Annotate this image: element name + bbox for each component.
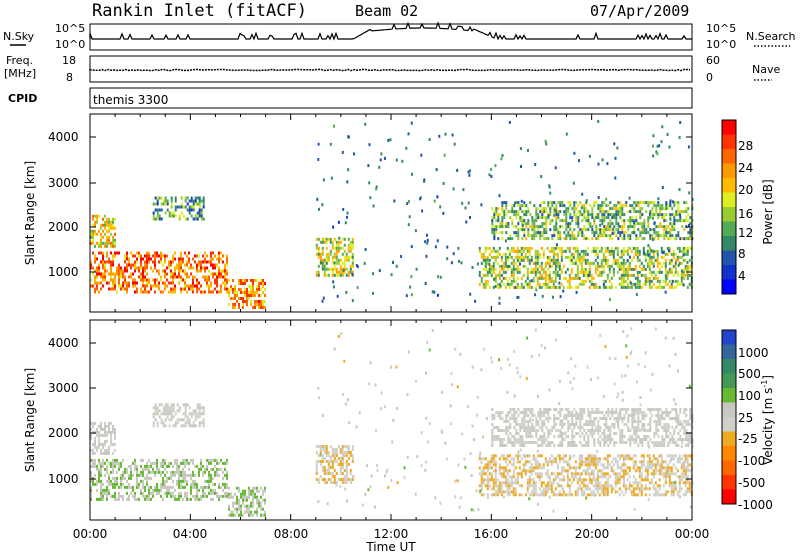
freq-tick-low: 8 xyxy=(66,71,73,84)
power-cbar-title: Power [dB] xyxy=(761,179,775,244)
nave-tick-low: 0 xyxy=(706,71,713,84)
power-cbar-4: 4 xyxy=(738,269,746,283)
power-cbar-28: 28 xyxy=(738,139,753,153)
power-cbar-12: 12 xyxy=(738,226,753,240)
vel-cbar-m100: -100 xyxy=(738,454,765,468)
vel-cbar-1000: 1000 xyxy=(738,346,769,360)
xtick-0400: 04:00 xyxy=(173,527,208,541)
xtick-1200: 12:00 xyxy=(374,527,409,541)
velocity-panel: Slant Range [km] 4000 3000 2000 1000 xyxy=(23,319,694,521)
vel-cbar-m500: -500 xyxy=(738,476,765,490)
vel-ytick-1000: 1000 xyxy=(48,472,79,486)
power-cbar-16: 16 xyxy=(738,207,753,221)
power-ytick-4000: 4000 xyxy=(48,130,79,144)
velocity-colorbar: 1000 500 100 25 -25 -100 -500 -1000 Velo… xyxy=(721,329,775,512)
xtick-0000: 00:00 xyxy=(73,527,108,541)
noise-tick-high-left: 10^5 xyxy=(55,22,85,35)
freq-label-line1: Freq. xyxy=(6,54,33,67)
power-scatter xyxy=(90,119,694,309)
power-cbar-20: 20 xyxy=(738,183,753,197)
vel-ytick-3000: 3000 xyxy=(48,381,79,395)
power-ytick-2000: 2000 xyxy=(48,220,79,234)
xtick-2400: 00:00 xyxy=(675,527,710,541)
power-ytick-3000: 3000 xyxy=(48,176,79,190)
vel-cbar-m1000: -1000 xyxy=(738,498,773,512)
freq-tick-high: 18 xyxy=(62,54,76,67)
vel-ytick-2000: 2000 xyxy=(48,426,79,440)
nave-label: Nave xyxy=(752,63,780,76)
cpid-mode: themis 3300 xyxy=(93,93,168,107)
noise-tick-high-right: 10^5 xyxy=(706,22,736,35)
vel-cbar-title: Velocity [m s-1] xyxy=(760,375,775,465)
noise-trace xyxy=(89,21,692,41)
x-axis-label: Time UT xyxy=(365,540,416,554)
noise-panel: N.Sky 10^5 10^0 10^5 10^0 N.Search xyxy=(3,21,796,51)
vel-cbar-25: 25 xyxy=(738,411,753,425)
velocity-ylabel: Slant Range [km] xyxy=(23,368,37,472)
xtick-2000: 20:00 xyxy=(575,527,610,541)
power-cbar-24: 24 xyxy=(738,161,753,175)
beam-title: Beam 02 xyxy=(355,2,418,20)
noise-tick-low-left: 10^0 xyxy=(55,38,85,51)
power-ylabel: Slant Range [km] xyxy=(23,161,37,265)
cpid-label: CPID xyxy=(8,92,37,105)
vel-ytick-4000: 4000 xyxy=(48,336,79,350)
freq-panel: Freq. [MHz] 18 8 60 0 Nave xyxy=(4,54,780,84)
power-ytick-1000: 1000 xyxy=(48,265,79,279)
power-cbar-8: 8 xyxy=(738,247,746,261)
vel-cbar-100: 100 xyxy=(738,389,761,403)
cpid-panel: CPID themis 3300 xyxy=(8,87,693,109)
freq-label-line2: [MHz] xyxy=(4,67,36,80)
velocity-scatter xyxy=(90,327,694,517)
power-colorbar: 28 24 20 16 12 8 4 Power [dB] xyxy=(721,119,775,295)
power-panel: Slant Range [km] 4000 3000 2000 1000 xyxy=(23,113,694,313)
station-title: Rankin Inlet (fitACF) xyxy=(92,1,307,21)
vel-cbar-500: 500 xyxy=(738,367,761,381)
n-sky-label: N.Sky xyxy=(3,30,35,43)
date-title: 07/Apr/2009 xyxy=(590,2,689,20)
xtick-0800: 08:00 xyxy=(274,527,309,541)
noise-tick-low-right: 10^0 xyxy=(706,38,736,51)
x-axis: 00:00 04:00 08:00 12:00 16:00 20:00 00:0… xyxy=(73,527,710,554)
n-search-label: N.Search xyxy=(746,30,796,43)
nave-tick-high: 60 xyxy=(706,54,720,67)
freq-trace xyxy=(89,68,691,72)
xtick-1600: 16:00 xyxy=(474,527,509,541)
vel-cbar-m25: -25 xyxy=(738,432,758,446)
